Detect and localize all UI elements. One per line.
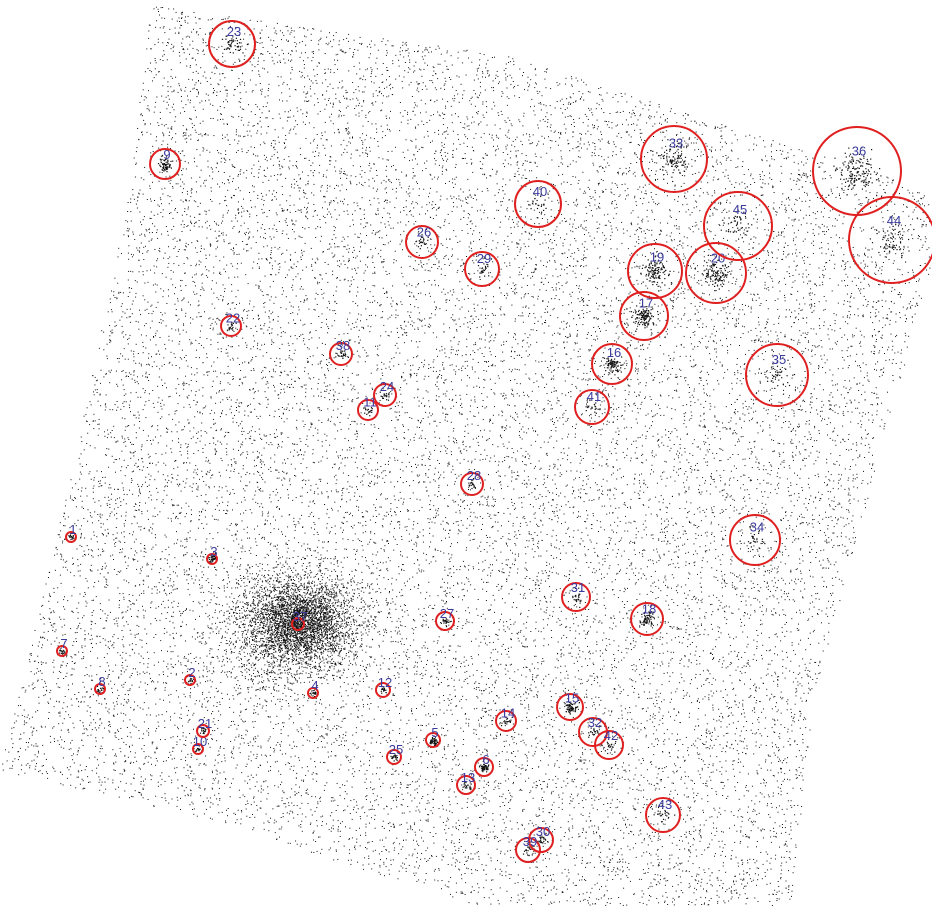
source-label: 2 bbox=[188, 665, 195, 680]
source-label: 37 bbox=[293, 609, 307, 624]
source-label: 16 bbox=[607, 345, 621, 360]
source-label: 42 bbox=[604, 728, 618, 743]
source-label: 6 bbox=[482, 752, 489, 767]
source-label: 19 bbox=[650, 250, 664, 265]
source-label: 18 bbox=[642, 601, 656, 616]
source-label: 44 bbox=[887, 213, 901, 228]
source-label: 23 bbox=[227, 24, 241, 39]
source-label: 32 bbox=[588, 715, 602, 730]
source-label: 5 bbox=[431, 725, 438, 740]
source-label: 28 bbox=[467, 468, 481, 483]
source-label: 33 bbox=[669, 135, 683, 150]
source-label: 15 bbox=[565, 690, 579, 705]
source-label: 35 bbox=[772, 352, 786, 367]
source-label: 29 bbox=[477, 251, 491, 266]
source-label: 36 bbox=[852, 144, 866, 159]
source-label: 22 bbox=[226, 311, 240, 326]
source-label: 13 bbox=[461, 770, 475, 785]
source-label: 26 bbox=[417, 224, 431, 239]
source-label: 7 bbox=[60, 636, 67, 651]
source-label: 1 bbox=[69, 522, 76, 537]
source-label: 41 bbox=[587, 389, 601, 404]
source-label: 9 bbox=[163, 147, 170, 162]
source-label: 8 bbox=[98, 674, 105, 689]
source-label: 14 bbox=[501, 706, 515, 721]
source-label: 12 bbox=[378, 675, 392, 690]
source-label: 45 bbox=[733, 202, 747, 217]
source-label: 27 bbox=[440, 606, 454, 621]
source-label: 38 bbox=[336, 338, 350, 353]
source-label: 25 bbox=[389, 742, 403, 757]
source-label: 34 bbox=[750, 519, 764, 534]
source-label: 4 bbox=[311, 678, 318, 693]
source-label: 30 bbox=[536, 824, 550, 839]
source-label: 43 bbox=[658, 797, 672, 812]
source-label: 24 bbox=[380, 379, 394, 394]
source-label: 3 bbox=[210, 544, 217, 559]
source-label: 31 bbox=[571, 580, 585, 595]
source-label: 21 bbox=[198, 716, 212, 731]
source-label: 39 bbox=[523, 834, 537, 849]
source-label: 40 bbox=[533, 184, 547, 199]
